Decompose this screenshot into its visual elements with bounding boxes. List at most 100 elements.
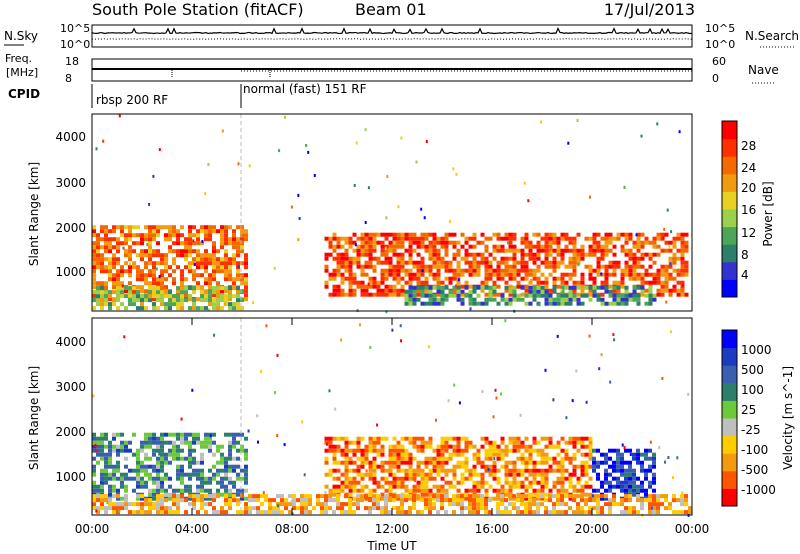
heat-cell <box>244 476 248 481</box>
heat-cell <box>104 294 108 299</box>
heat-cell <box>584 236 589 241</box>
heat-cell <box>560 276 565 281</box>
heat-cell <box>376 280 381 285</box>
heat-cell <box>336 444 341 449</box>
heat-cell <box>164 237 168 242</box>
heat-cell <box>516 480 521 485</box>
heat-cell <box>660 502 664 507</box>
heat-cell <box>548 498 552 503</box>
heat-cell <box>544 472 549 477</box>
heat-cell <box>380 232 385 237</box>
heat-cell <box>528 240 533 245</box>
heat-cell <box>116 286 120 291</box>
heat-cell <box>368 488 373 493</box>
heat-cell <box>204 281 208 286</box>
heat-cell <box>104 302 108 307</box>
heat-cell <box>532 460 537 465</box>
heat-cell <box>188 245 192 250</box>
heat-cell <box>444 436 449 441</box>
freq-left-tick-bottom: 8 <box>65 72 72 85</box>
heat-cell <box>224 269 228 274</box>
heat-cell <box>216 298 220 303</box>
noise-search-line <box>91 38 693 40</box>
heat-cell <box>168 492 172 497</box>
heat-cell <box>200 468 204 473</box>
heat-cell <box>368 260 373 265</box>
heat-cell <box>408 297 413 302</box>
heat-cell <box>220 468 224 473</box>
heat-cell <box>196 484 200 489</box>
heat-cell <box>596 476 600 481</box>
heat-cell <box>228 289 232 294</box>
heat-cell <box>548 264 553 269</box>
heat-cell <box>560 256 565 261</box>
heat-cell <box>424 236 429 241</box>
heat-cell <box>376 498 380 503</box>
heat-cell <box>392 456 397 461</box>
heat-cell <box>204 269 208 274</box>
heat-cell <box>200 285 204 290</box>
heat-cell <box>304 502 308 507</box>
heat-cell <box>660 232 665 237</box>
heat-cell <box>612 468 616 473</box>
heat-cell <box>120 286 124 291</box>
heat-cell <box>416 460 421 465</box>
heat-cell <box>536 502 540 507</box>
heat-cell <box>568 256 573 261</box>
heat-cell <box>244 488 248 493</box>
heat-cell <box>240 494 244 499</box>
heat-cell <box>300 510 304 515</box>
heat-cell <box>196 241 200 246</box>
heat-cell <box>320 506 324 511</box>
heat-cell <box>108 261 112 266</box>
heat-cell <box>624 248 629 253</box>
heat-cell <box>104 229 108 234</box>
heat-cell <box>244 253 248 258</box>
heat-cell <box>464 280 469 285</box>
heat-cell <box>236 269 240 274</box>
heat-cell <box>556 502 560 507</box>
heat-cell <box>100 448 104 453</box>
heat-cell <box>612 260 617 265</box>
heat-cell <box>444 460 449 465</box>
heat-cell <box>460 464 465 469</box>
heat-cell <box>552 280 557 285</box>
heat-cell <box>648 448 652 453</box>
heat-cell <box>448 456 453 461</box>
heat-cell <box>456 268 461 273</box>
power-colorbar-tick-8: 8 <box>741 248 749 262</box>
heat-speck <box>221 129 224 133</box>
heat-cell <box>400 460 405 465</box>
heat-cell <box>456 293 461 298</box>
heat-cell <box>336 484 341 489</box>
heat-cell <box>368 460 373 465</box>
heat-cell <box>380 460 385 465</box>
heat-cell <box>100 237 104 242</box>
heat-cell <box>384 272 389 277</box>
heat-cell <box>616 285 621 290</box>
heat-cell <box>104 506 108 511</box>
heat-cell <box>376 284 381 289</box>
heat-cell <box>556 440 561 445</box>
heat-cell <box>432 297 437 302</box>
x-tick-04: 04:00 <box>175 522 210 536</box>
heat-cell <box>532 468 537 473</box>
heat-cell <box>556 264 561 269</box>
heat-cell <box>156 294 160 299</box>
heat-cell <box>148 290 152 295</box>
heat-cell <box>464 488 469 493</box>
heat-cell <box>520 468 525 473</box>
heat-cell <box>92 249 96 254</box>
power-colorbar-label: Power [dB] <box>761 181 775 246</box>
heat-cell <box>328 488 333 493</box>
heat-cell <box>420 510 424 515</box>
heat-cell <box>648 498 652 503</box>
heat-cell <box>212 306 216 311</box>
heat-cell <box>372 292 377 297</box>
heat-cell <box>332 476 337 481</box>
heat-cell <box>188 233 192 238</box>
heat-cell <box>592 244 597 249</box>
heat-cell <box>132 294 136 299</box>
heat-cell <box>636 301 641 306</box>
heat-cell <box>676 268 681 273</box>
